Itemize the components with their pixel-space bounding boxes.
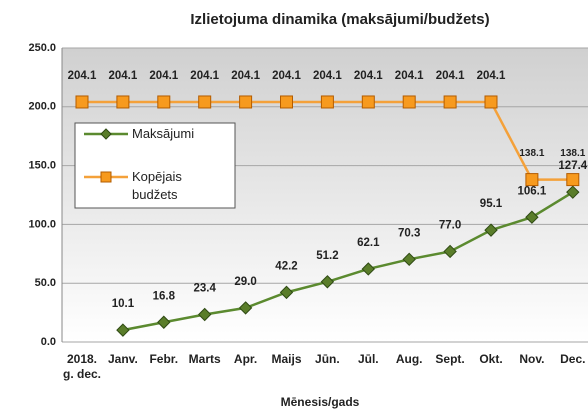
- x-tick-label: Febr.: [149, 352, 179, 366]
- data-label: 204.1: [436, 70, 465, 82]
- marker: [320, 275, 335, 289]
- data-label: 204.1: [313, 70, 342, 82]
- data-label: 204.1: [109, 70, 138, 82]
- data-label: 138.1: [560, 148, 585, 159]
- x-tick-label: Nov.: [519, 352, 545, 366]
- data-label: 95.1: [480, 198, 503, 210]
- marker: [443, 95, 457, 109]
- x-tick-label: Aug.: [395, 352, 423, 366]
- series-line: [122, 191, 574, 332]
- data-label: 29.0: [234, 276, 256, 288]
- data-label: 70.3: [398, 227, 420, 239]
- x-tick-label: Marts: [188, 352, 221, 366]
- x-tick-label: Jūn.: [315, 352, 340, 366]
- data-label: 23.4: [194, 283, 217, 295]
- y-tick-label: 100.0: [28, 218, 56, 230]
- legend-label: Kopējais budžets: [132, 169, 182, 202]
- data-label: 204.1: [272, 70, 301, 82]
- marker: [197, 307, 212, 322]
- data-label: 42.2: [275, 260, 297, 272]
- legend-label-box: Kopējais budžets: [132, 169, 182, 202]
- data-label: 204.1: [231, 70, 260, 82]
- x-tick-label: Janv.: [107, 352, 138, 366]
- y-tick-label: 250.0: [28, 42, 56, 54]
- marker: [566, 173, 580, 187]
- marker: [525, 173, 539, 187]
- chart-title: Izlietojuma dinamika (maksājumi/budžets): [190, 11, 489, 28]
- marker: [484, 95, 498, 109]
- x-axis-label: Mēnesis/gads: [281, 395, 360, 409]
- legend-label: Maksājumi: [132, 126, 195, 141]
- x-tick-label: Apr.: [233, 352, 258, 366]
- y-tick-label: 150.0: [28, 160, 56, 172]
- marker: [116, 95, 130, 109]
- data-label: 204.1: [477, 70, 506, 82]
- x-tick-label: Sept.: [435, 352, 465, 366]
- data-label: 204.1: [395, 70, 424, 82]
- data-label: 106.1: [518, 185, 547, 197]
- marker: [198, 95, 212, 109]
- data-label: 204.1: [68, 70, 97, 82]
- x-tick-label: Okt.: [479, 352, 503, 366]
- marker: [320, 95, 334, 109]
- data-label: 62.1: [357, 237, 380, 249]
- marker: [280, 95, 293, 109]
- marker: [361, 262, 376, 276]
- x-tick-label: Dec.: [560, 352, 586, 366]
- data-label: 204.1: [354, 70, 383, 82]
- legend-marker: [100, 128, 112, 140]
- marker: [75, 95, 89, 109]
- marker: [402, 252, 416, 267]
- marker: [157, 95, 171, 109]
- marker: [525, 210, 539, 224]
- data-label: 77.0: [439, 219, 461, 231]
- data-label: 51.2: [316, 250, 338, 262]
- marker: [566, 185, 580, 199]
- marker: [402, 95, 416, 109]
- data-label: 16.8: [153, 290, 176, 302]
- legend-label-box: Maksājumi: [132, 126, 195, 141]
- y-tick-label: 0.0: [41, 336, 56, 348]
- y-tick-label: 50.0: [35, 277, 56, 289]
- data-label: 204.1: [190, 70, 219, 82]
- marker: [116, 323, 130, 337]
- legend-box: [74, 122, 236, 209]
- marker: [361, 95, 375, 109]
- data-label: 138.1: [519, 148, 544, 159]
- data-label: 127.4: [558, 160, 587, 172]
- data-label: 204.1: [149, 70, 178, 82]
- marker: [484, 223, 498, 237]
- data-label: 10.1: [112, 298, 135, 310]
- x-tick-label: Jūl.: [357, 352, 379, 366]
- x-tick-label: 2018. g. dec.: [62, 352, 101, 381]
- x-tick-label: Maijs: [271, 352, 302, 366]
- y-tick-label: 200.0: [28, 101, 56, 113]
- marker: [157, 315, 171, 329]
- legend-marker: [100, 171, 112, 183]
- marker: [239, 95, 253, 109]
- marker: [279, 285, 294, 300]
- marker: [443, 244, 457, 259]
- marker: [238, 301, 253, 315]
